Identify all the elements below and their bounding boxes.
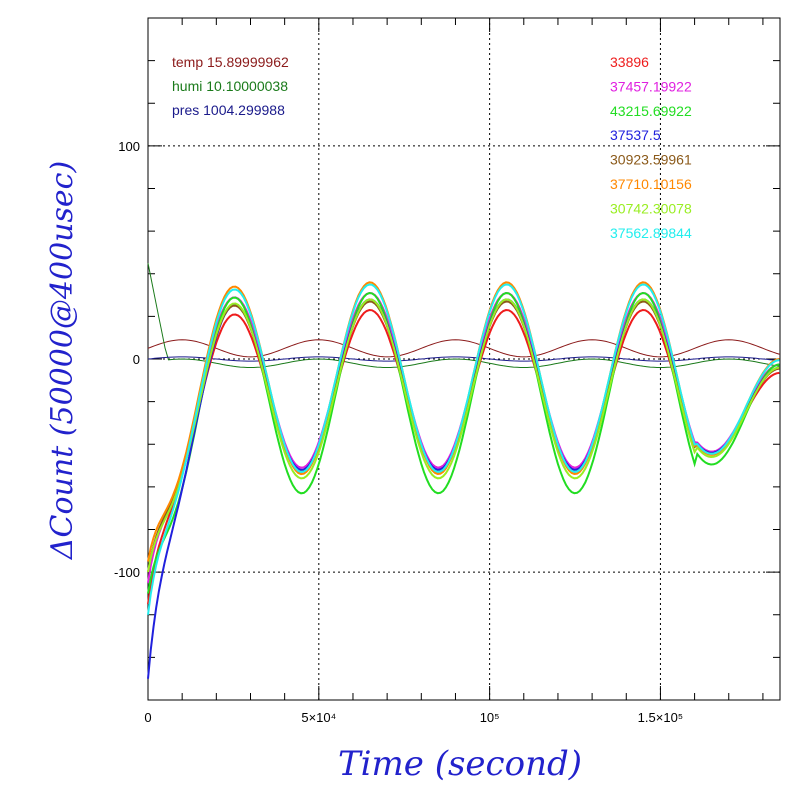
series-layer [147,263,781,679]
series-legend: 33896 37457.19922 43215.69922 37537.5 30923.… [610,54,692,241]
x-tick-label: 5×10⁴ [301,710,336,725]
series-legend-entry: 43215.69922 [610,103,692,119]
y-tick-label: 0 [133,352,140,367]
series-line [147,298,780,573]
x-tick-label: 0 [144,710,151,725]
series-legend-entry: 37537.5 [610,127,661,143]
series-legend-entry: 37562.89844 [610,225,692,241]
env-legend-entry: pres 1004.299988 [172,102,285,118]
y-axis-title: ΔCount (50000@400usec) [45,161,80,560]
series-legend-entry: 33896 [610,54,649,70]
x-axis-title: Time (second) [338,744,582,784]
series-legend-entry: 37457.19922 [610,78,692,94]
env-legend: temp 15.89999962 humi 10.10000038 pres 100… [172,54,289,118]
series-legend-entry: 37710.10156 [610,176,692,192]
env-legend-entry: temp 15.89999962 [172,54,289,70]
plot-area [147,17,781,701]
env-series-line [147,339,781,358]
series-legend-entry: 30923.59961 [610,152,692,168]
y-tick-label: 100 [118,139,140,154]
env-series-line [147,356,781,362]
tick-labels: 0 5×10⁴ 10⁵ 1.5×10⁵ -100 0 100 [114,139,683,725]
x-tick-label: 1.5×10⁵ [638,710,684,725]
y-tick-label: -100 [114,565,140,580]
series-line [147,283,780,615]
series-legend-entry: 30742.30078 [610,200,692,216]
x-tick-label: 10⁵ [480,710,500,725]
env-legend-entry: humi 10.10000038 [172,78,288,94]
